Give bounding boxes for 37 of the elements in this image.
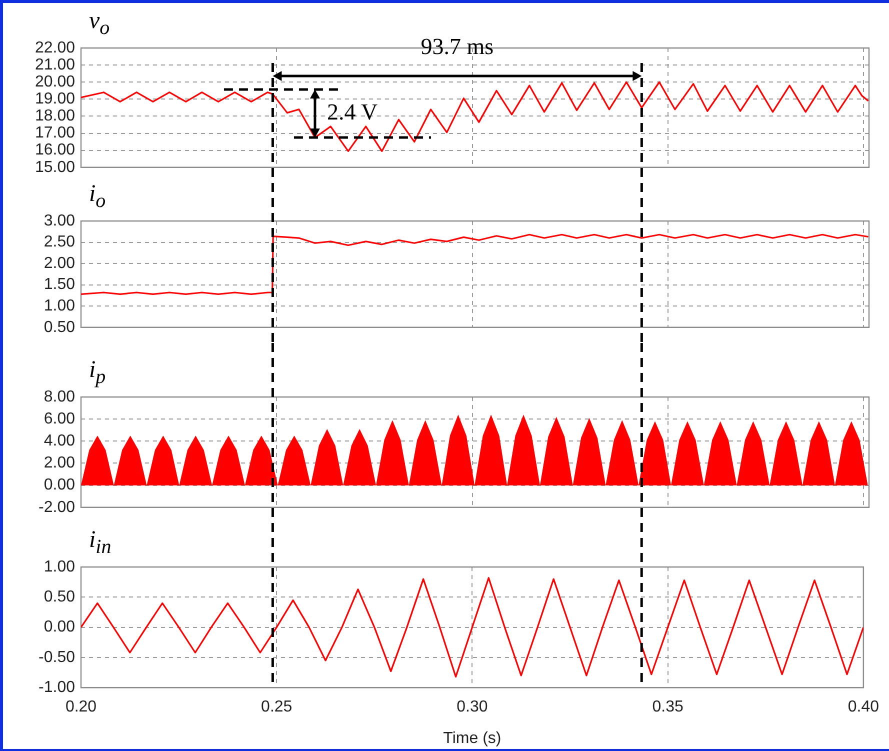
y-tick-label: 15.00	[34, 158, 76, 176]
y-tick-label: 0.50	[44, 588, 76, 606]
x-tick-label: 0.25	[261, 698, 292, 716]
y-tick-label: 6.00	[44, 410, 76, 428]
y-tick-label: 1.50	[44, 276, 76, 294]
y-tick-label: 1.00	[44, 298, 76, 315]
chart-title: i$_{p}$	[89, 357, 106, 389]
y-tick-label: 2.00	[44, 454, 76, 472]
y-tick-label: -0.50	[38, 648, 76, 666]
y-tick-label: 16.00	[34, 142, 76, 159]
x-tick-label: 0.35	[652, 698, 684, 716]
y-tick-label: 18.00	[34, 108, 76, 125]
y-tick-label: 2.00	[44, 254, 76, 272]
chart-title: i$_{o}$	[89, 181, 106, 213]
y-tick-label: -2.00	[38, 498, 76, 516]
y-tick-label: 20.00	[34, 74, 76, 91]
x-tick-label: 0.20	[65, 698, 97, 716]
x-tick-label: 0.30	[456, 698, 488, 716]
y-tick-label: 21.00	[34, 56, 76, 74]
y-tick-label: 0.00	[44, 618, 76, 636]
annotation: 2.4 V	[326, 100, 378, 125]
chart-title: v$_{o}$	[89, 8, 110, 40]
annotation: 93.7 ms	[420, 34, 494, 60]
chart-title: i$_{in}$	[89, 527, 112, 559]
y-tick-label: -1.00	[38, 679, 76, 696]
y-tick-label: 3.00	[44, 212, 76, 230]
y-tick-label: 19.00	[34, 90, 76, 108]
y-tick-label: 2.50	[44, 234, 76, 251]
x-tick-label: 0.40	[848, 698, 880, 716]
x-axis-title: Time (s)	[443, 730, 502, 747]
y-tick-label: 0.50	[44, 318, 76, 336]
y-tick-label: 8.00	[44, 388, 76, 406]
y-tick-label: 1.00	[44, 558, 76, 576]
y-tick-label: 4.00	[44, 432, 76, 450]
y-tick-label: 0.00	[44, 476, 76, 494]
y-tick-label: 17.00	[34, 124, 76, 142]
y-tick-label: 22.00	[34, 39, 76, 56]
